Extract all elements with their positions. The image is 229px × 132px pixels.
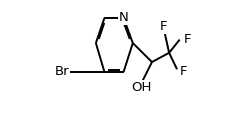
Text: OH: OH [131, 81, 151, 94]
Text: F: F [183, 33, 190, 46]
Text: F: F [159, 20, 167, 33]
Text: F: F [179, 65, 186, 78]
Text: Br: Br [55, 65, 69, 78]
Text: N: N [118, 11, 128, 24]
